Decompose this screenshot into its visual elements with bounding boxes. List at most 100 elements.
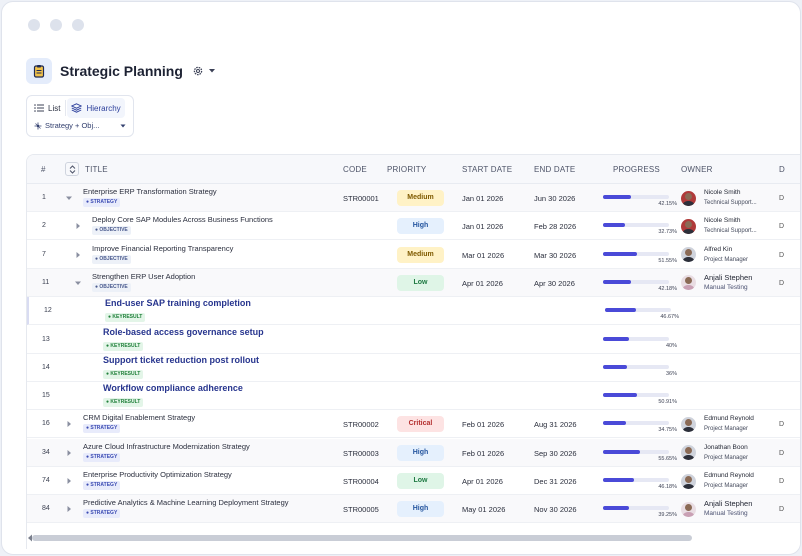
expand-collapse-toggle[interactable] — [65, 162, 79, 176]
priority-badge[interactable]: Medium — [397, 190, 444, 206]
owner-role: Manual Testing — [704, 510, 748, 518]
owner-cell[interactable]: Alfred Kin Project Manager — [681, 245, 748, 265]
avatar — [681, 416, 696, 432]
priority-badge[interactable]: High — [397, 501, 444, 518]
window-controls — [28, 19, 84, 31]
table-row[interactable]: 14 Support ticket reduction post rollout ●… — [27, 354, 800, 382]
type-tag: ● STRATEGY — [83, 481, 121, 490]
row-title[interactable]: Azure Cloud Infrastructure Modernization… — [83, 441, 250, 451]
caret-down-icon[interactable] — [208, 68, 216, 74]
window-dot-minimize[interactable] — [50, 19, 62, 31]
priority-badge[interactable]: High — [397, 218, 444, 235]
owner-cell[interactable]: Jonathan Boon Project Manager — [681, 443, 748, 463]
owner-role: Project Manager — [704, 483, 749, 489]
chevron-down-icon[interactable] — [65, 194, 73, 202]
owner-cell[interactable]: Anjali Stephen Manual Testing — [681, 273, 752, 293]
col-owner-header[interactable]: OWNER — [681, 165, 713, 174]
scroll-left-icon[interactable] — [27, 534, 33, 542]
col-progress-header[interactable]: PROGRESS — [613, 165, 660, 174]
row-title[interactable]: Role-based access governance setup — [103, 326, 264, 337]
window-dot-maximize[interactable] — [72, 19, 84, 31]
hierarchy-filter-select[interactable]: Strategy + Obj... — [27, 118, 133, 133]
row-code: STR00003 — [343, 448, 379, 458]
table-row[interactable]: 74 Enterprise Productivity Optimization … — [27, 467, 800, 495]
table-row[interactable]: 1 Enterprise ERP Transformation Strategy… — [27, 184, 800, 212]
row-title[interactable]: Enterprise Productivity Optimization Str… — [83, 470, 232, 479]
table-row[interactable]: 34 Azure Cloud Infrastructure Modernizat… — [27, 438, 800, 467]
avatar — [681, 473, 696, 489]
type-tag-label: KEYRESULT — [110, 399, 141, 406]
priority-badge[interactable]: High — [397, 444, 444, 461]
owner-role: Technical Support... — [704, 228, 757, 235]
col-code-header[interactable]: CODE — [343, 165, 367, 174]
row-title[interactable]: Predictive Analytics & Machine Learning … — [83, 498, 289, 508]
type-tag: ● KEYRESULT — [105, 313, 146, 323]
chevron-right-icon[interactable] — [74, 251, 82, 259]
row-number: 12 — [44, 307, 52, 315]
expand-collapse-icon — [69, 164, 75, 174]
row-number: 11 — [42, 278, 50, 286]
chevron-right-icon[interactable] — [65, 420, 73, 428]
progress-fill — [605, 308, 636, 313]
table-row[interactable]: 2 Deploy Core SAP Modules Across Busines… — [27, 212, 800, 241]
row-title[interactable]: Strengthen ERP User Adoption — [92, 271, 196, 281]
table-row[interactable]: 84 Predictive Analytics & Machine Learni… — [27, 495, 800, 524]
col-priority-header[interactable]: PRIORITY — [387, 165, 427, 174]
priority-badge[interactable]: Medium — [397, 246, 444, 263]
progress-percent: 51.55% — [658, 257, 677, 264]
list-view-button[interactable]: List — [30, 98, 64, 118]
row-title[interactable]: Enterprise ERP Transformation Strategy — [83, 187, 217, 196]
col-start-header[interactable]: START DATE — [462, 165, 513, 174]
row-code: STR00004 — [343, 477, 379, 486]
table-row[interactable]: 13 Role-based access governance setup ● KE… — [27, 326, 800, 354]
owner-cell[interactable]: Nicole Smith Technical Support... — [681, 216, 757, 236]
table-row[interactable]: 15 Workflow compliance adherence ● KEYRESU… — [27, 382, 800, 411]
hierarchy-icon — [34, 122, 42, 129]
grid-header: # TITLE CODE PRIORITY START DATE END DAT… — [27, 155, 800, 184]
row-title[interactable]: Improve Financial Reporting Transparency — [92, 243, 234, 253]
col-cut-header[interactable]: D — [779, 165, 785, 174]
owner-cell[interactable]: Edmund Reynold Project Manager — [681, 414, 754, 434]
chevron-right-icon[interactable] — [65, 505, 73, 513]
table-row[interactable]: 7 Improve Financial Reporting Transparen… — [27, 241, 800, 269]
progress-percent: 46.67% — [660, 314, 679, 321]
priority-badge[interactable]: Low — [397, 274, 444, 291]
col-num-header: # — [41, 165, 46, 174]
hierarchy-view-button[interactable]: Hierarchy — [67, 98, 125, 118]
row-title[interactable]: CRM Digital Enablement Strategy — [83, 413, 196, 423]
chevron-right-icon[interactable] — [65, 449, 73, 457]
owner-name: Alfred Kin — [704, 245, 733, 253]
row-number: 1 — [42, 194, 46, 201]
list-view-label: List — [48, 103, 61, 113]
row-title[interactable]: Workflow compliance adherence — [103, 383, 243, 394]
priority-badge[interactable]: Critical — [397, 416, 444, 433]
row-number: 84 — [42, 505, 50, 513]
window-dot-close[interactable] — [28, 19, 40, 31]
row-number: 74 — [42, 477, 50, 484]
chevron-right-icon[interactable] — [74, 222, 82, 230]
row-number: 13 — [42, 335, 50, 343]
type-tag-label: STRATEGY — [90, 510, 118, 517]
progress-fill — [603, 364, 627, 369]
row-title[interactable]: End-user SAP training completion — [105, 298, 251, 309]
table-row[interactable]: 11 Strengthen ERP User Adoption ● OBJECTI… — [27, 268, 800, 297]
col-title-header[interactable]: TITLE — [85, 165, 108, 174]
table-row[interactable]: 12 End-user SAP training completion ● KEYR… — [27, 297, 800, 326]
owner-cell[interactable]: Edmund Reynold Project Manager — [681, 471, 754, 491]
col-end-header[interactable]: END DATE — [534, 165, 576, 174]
chevron-down-icon[interactable] — [74, 279, 82, 287]
end-date: Aug 31 2026 — [534, 420, 577, 430]
gear-icon[interactable] — [192, 65, 204, 77]
owner-cell[interactable]: Nicole Smith Technical Support... — [681, 188, 757, 208]
view-toggle: List Hierarchy — [27, 96, 133, 118]
horizontal-scrollbar[interactable] — [32, 535, 692, 541]
row-title[interactable]: Deploy Core SAP Modules Across Business … — [92, 215, 273, 225]
avatar — [681, 190, 696, 206]
progress-bar — [603, 195, 669, 199]
row-title[interactable]: Support ticket reduction post rollout — [103, 354, 259, 365]
chevron-right-icon[interactable] — [65, 477, 73, 485]
progress-bar — [605, 308, 671, 313]
priority-badge[interactable]: Low — [397, 473, 444, 489]
owner-cell[interactable]: Anjali Stephen Manual Testing — [681, 499, 752, 519]
table-row[interactable]: 16 CRM Digital Enablement Strategy ● STRA… — [27, 410, 800, 439]
